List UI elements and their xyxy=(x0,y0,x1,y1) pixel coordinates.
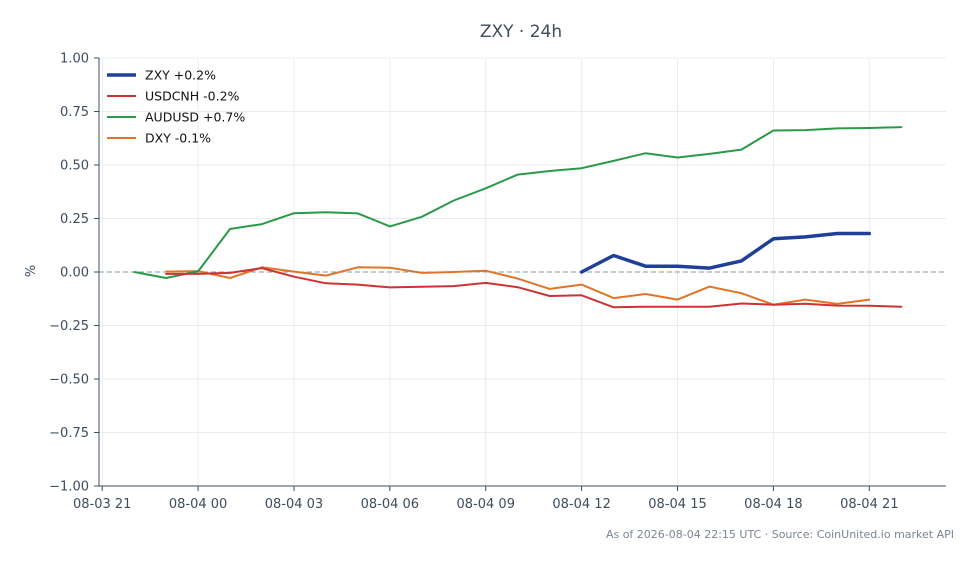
legend-label: ZXY +0.2% xyxy=(145,68,216,83)
x-tick-label: 08-04 00 xyxy=(169,497,227,512)
x-tick-label: 08-04 18 xyxy=(744,497,802,512)
x-tick-label: 08-04 03 xyxy=(265,497,323,512)
series-lines xyxy=(133,126,903,309)
y-axis-label: % xyxy=(24,265,39,277)
tick-labels: 1.00 0.75 0.50 0.25 0.00 −0.25 −0.50 −0.75 −1.00… xyxy=(49,52,898,513)
legend: ZXY +0.2% USDCNH -0.2% AUDUSD +0.7% DXY -0.… xyxy=(107,68,245,146)
y-tick-label: −0.75 xyxy=(49,426,89,441)
y-tick-label: 0.75 xyxy=(60,105,89,120)
series-line-3 xyxy=(133,126,903,279)
y-tick-label: 0.00 xyxy=(60,266,89,281)
legend-label: USDCNH -0.2% xyxy=(145,89,240,104)
legend-label: DXY -0.1% xyxy=(145,131,211,146)
series-line-4 xyxy=(165,266,871,306)
x-tick-label: 08-04 09 xyxy=(457,497,515,512)
y-tick-label: 0.25 xyxy=(60,212,89,227)
x-tick-label: 08-04 15 xyxy=(648,497,706,512)
y-tick-label: 0.50 xyxy=(60,159,89,174)
y-tick-label: −0.25 xyxy=(49,319,89,334)
chart-title: ZXY · 24h xyxy=(480,22,562,42)
y-tick-label: 1.00 xyxy=(60,52,89,67)
x-tick-label: 08-04 21 xyxy=(840,497,898,512)
x-tick-label: 08-03 21 xyxy=(73,497,131,512)
y-tick-label: −0.50 xyxy=(49,373,89,388)
legend-label: AUDUSD +0.7% xyxy=(145,110,245,125)
series-line-1 xyxy=(579,231,872,274)
y-tick-label: −1.00 xyxy=(49,480,89,495)
series-line-2 xyxy=(165,267,903,309)
x-tick-label: 08-04 12 xyxy=(552,497,610,512)
chart-footer: As of 2026-08-04 22:15 UTC · Source: Coi… xyxy=(606,528,954,541)
x-tick-label: 08-04 06 xyxy=(361,497,419,512)
axes xyxy=(94,57,946,491)
